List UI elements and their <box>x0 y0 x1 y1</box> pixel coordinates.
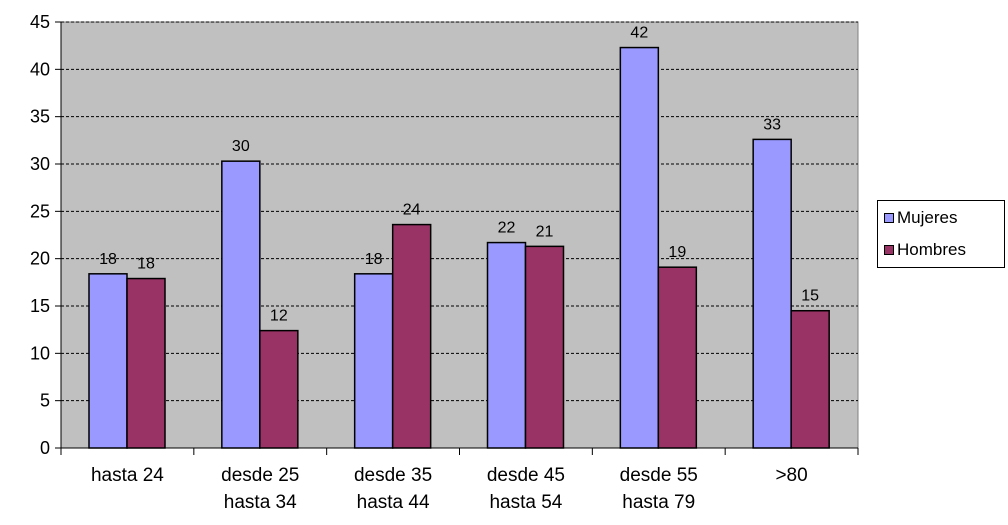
data-label: 30 <box>232 138 250 155</box>
y-tick-label: 25 <box>30 201 50 221</box>
y-tick-label: 5 <box>40 391 50 411</box>
x-tick-label: hasta 44 <box>357 492 430 513</box>
y-tick-label: 0 <box>40 438 50 458</box>
data-label: 18 <box>99 251 117 268</box>
x-tick-label: >80 <box>775 465 807 486</box>
x-tick-label: desde 55 <box>620 465 698 486</box>
bar-mujeres <box>88 273 128 449</box>
x-tick-label: desde 35 <box>354 465 432 486</box>
bar-hombres <box>259 329 299 449</box>
x-tick-label: hasta 79 <box>622 492 695 513</box>
bar-hombres <box>790 309 830 449</box>
y-tick-label: 35 <box>30 107 50 127</box>
y-tick-label: 15 <box>30 296 50 316</box>
y-tick-label: 10 <box>30 343 50 363</box>
data-label: 18 <box>365 251 383 268</box>
plot-area <box>60 21 859 449</box>
data-label: 22 <box>498 220 516 237</box>
legend-item-hombres: Hombres <box>884 239 966 261</box>
x-tick-label: hasta 24 <box>91 465 164 486</box>
legend-label-hombres: Hombres <box>897 240 966 259</box>
bar-hombres <box>391 223 432 449</box>
bar-hombres <box>657 266 698 449</box>
legend-swatch-hombres <box>884 245 894 255</box>
bar-mujeres <box>353 273 394 449</box>
bar-mujeres <box>221 160 261 449</box>
y-tick-label: 45 <box>30 12 50 32</box>
y-tick-label: 20 <box>30 249 50 269</box>
x-tick-label: hasta 34 <box>224 492 297 513</box>
bar-mujeres <box>486 241 527 449</box>
legend-item-mujeres: Mujeres <box>884 207 957 229</box>
bar-hombres <box>524 245 565 449</box>
data-label: 24 <box>403 202 421 219</box>
legend-swatch-mujeres <box>884 213 894 223</box>
data-label: 18 <box>137 256 155 273</box>
bar-mujeres <box>619 46 660 449</box>
legend-label-mujeres: Mujeres <box>897 208 958 227</box>
bar-hombres <box>126 277 166 449</box>
data-label: 12 <box>270 308 288 325</box>
data-label: 42 <box>630 25 648 42</box>
data-label: 19 <box>668 244 686 261</box>
y-tick-label: 40 <box>30 59 50 79</box>
bar-mujeres <box>752 138 792 449</box>
data-label: 15 <box>801 288 819 305</box>
x-tick-label: desde 25 <box>221 465 299 486</box>
x-tick-label: hasta 54 <box>489 492 562 513</box>
data-label: 33 <box>763 116 781 133</box>
y-tick-label: 30 <box>30 154 50 174</box>
legend: Mujeres Hombres <box>877 200 1005 268</box>
data-label: 21 <box>536 223 554 240</box>
x-tick-label: desde 45 <box>487 465 565 486</box>
